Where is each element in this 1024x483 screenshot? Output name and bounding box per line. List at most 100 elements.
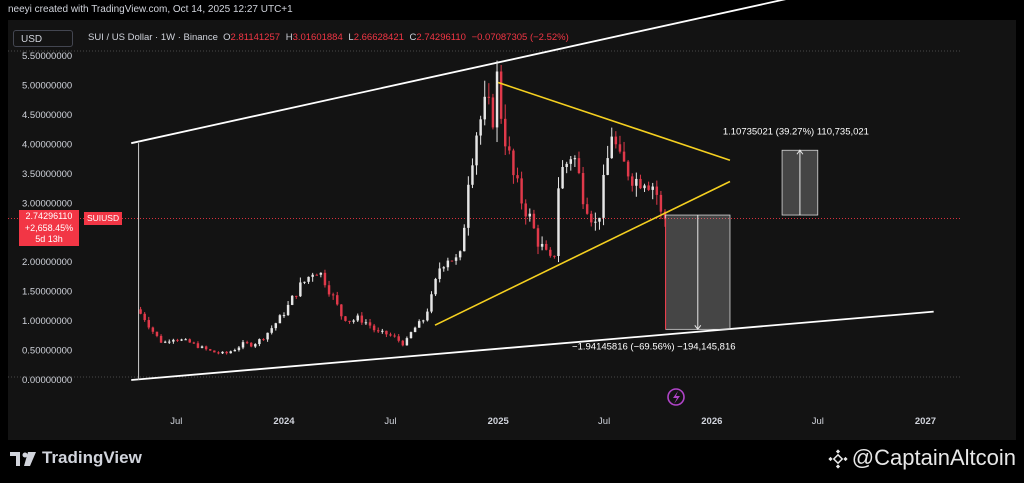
- y-tick-label: 0.00000000: [22, 375, 72, 386]
- candle-body: [254, 344, 257, 347]
- measure-arrowhead: [796, 149, 804, 155]
- candle-body: [389, 334, 392, 336]
- candle-body: [364, 322, 368, 324]
- candle-body: [323, 272, 327, 286]
- candle-body: [217, 352, 220, 354]
- y-tick-label: 0.50000000: [22, 346, 72, 357]
- tradingview-logo[interactable]: TradingView: [10, 446, 142, 470]
- candle-body: [319, 272, 323, 275]
- candle-body: [409, 332, 413, 339]
- candle-body: [557, 188, 560, 257]
- candle-body: [290, 295, 294, 305]
- candle-body: [528, 213, 532, 217]
- candle-body: [209, 349, 212, 351]
- candle-body: [188, 339, 191, 343]
- candle-body: [536, 228, 540, 247]
- channel-line: [131, 0, 787, 145]
- candle-body: [565, 163, 568, 168]
- candle-body: [233, 349, 237, 352]
- candle-body: [381, 330, 384, 332]
- candle-body: [221, 351, 224, 354]
- candle-body: [590, 213, 593, 223]
- candle-body: [471, 165, 474, 185]
- candle-body: [446, 260, 450, 268]
- candle-body: [168, 341, 171, 343]
- lightning-icon[interactable]: [667, 388, 685, 406]
- candle-body: [561, 167, 564, 189]
- candle-body: [278, 315, 282, 324]
- candle-body: [176, 339, 179, 341]
- candle-body: [299, 282, 302, 297]
- candle-body: [163, 341, 167, 343]
- candle-body: [147, 320, 151, 328]
- candle-body: [553, 255, 556, 257]
- y-tick-label: 1.50000000: [22, 287, 72, 298]
- candle-body: [262, 339, 265, 341]
- candle-body: [340, 304, 343, 317]
- candle-body: [372, 325, 376, 331]
- candle-body: [405, 338, 409, 346]
- x-tick-label: Jul: [170, 416, 182, 427]
- candle-body: [479, 119, 482, 136]
- candle-body: [180, 339, 183, 341]
- candle-body: [376, 330, 380, 332]
- candle-body: [286, 304, 290, 316]
- candle-body: [344, 316, 347, 321]
- chart-pane[interactable]: [8, 20, 1016, 440]
- x-tick-label: 2027: [915, 416, 936, 427]
- candle-body: [151, 327, 155, 332]
- candle-body: [229, 351, 232, 354]
- candle-body: [614, 136, 618, 145]
- candle-body: [295, 295, 298, 297]
- candle-body: [200, 346, 204, 348]
- candle-body: [237, 347, 241, 350]
- y-tick-label: 3.00000000: [22, 198, 72, 209]
- measure-label: 1.10735021 (39.27%) 110,735,021: [723, 126, 869, 137]
- x-tick-label: Jul: [812, 416, 824, 427]
- total-change: +2,658.45%: [24, 222, 74, 233]
- candle-body: [336, 295, 339, 305]
- candle-body: [241, 342, 245, 348]
- high-value: 3.01601884: [292, 32, 343, 43]
- binance-icon: [828, 449, 848, 469]
- candle-body: [331, 294, 335, 296]
- candle-body: [249, 342, 253, 347]
- candle-body: [540, 243, 544, 247]
- candle-body: [225, 351, 228, 354]
- candle-body: [573, 158, 577, 160]
- candle-body: [442, 267, 445, 269]
- candle-body: [622, 151, 626, 162]
- triangle-line: [434, 180, 731, 326]
- candle-body: [258, 339, 261, 345]
- candle-body: [663, 211, 667, 220]
- candle-body: [434, 278, 437, 295]
- candle-body: [307, 276, 310, 282]
- currency-button[interactable]: USD: [13, 30, 73, 47]
- candle-body: [139, 309, 142, 314]
- measure-tools: 1.10735021 (39.27%) 110,735,021 −1.941458…: [572, 126, 869, 352]
- candle-body: [450, 260, 454, 262]
- low-label: L: [348, 32, 354, 43]
- y-tick-label: 4.00000000: [22, 139, 72, 150]
- candle-body: [463, 227, 466, 252]
- x-tick-label: 2025: [488, 416, 510, 427]
- y-tick-label: 2.00000000: [22, 257, 72, 268]
- close-value: 2.74296110: [416, 32, 466, 43]
- ohlc-legend: SUI / US Dollar · 1W · Binance O2.811412…: [88, 32, 569, 43]
- bar-countdown: 5d 13h: [35, 234, 63, 244]
- channel-line: [131, 310, 934, 381]
- candle-body: [532, 213, 536, 229]
- candle-body: [585, 204, 589, 214]
- high-label: H: [285, 32, 293, 43]
- candle-body: [143, 313, 146, 321]
- symbol-tag: SUIUSD: [84, 212, 123, 225]
- candle-body: [503, 118, 507, 147]
- candle-body: [655, 186, 659, 195]
- candle-body: [626, 161, 630, 177]
- candle-body: [348, 320, 351, 322]
- candle-body: [475, 135, 478, 166]
- candle-body: [430, 294, 433, 312]
- candle-body: [172, 339, 175, 342]
- candle-body: [491, 97, 495, 128]
